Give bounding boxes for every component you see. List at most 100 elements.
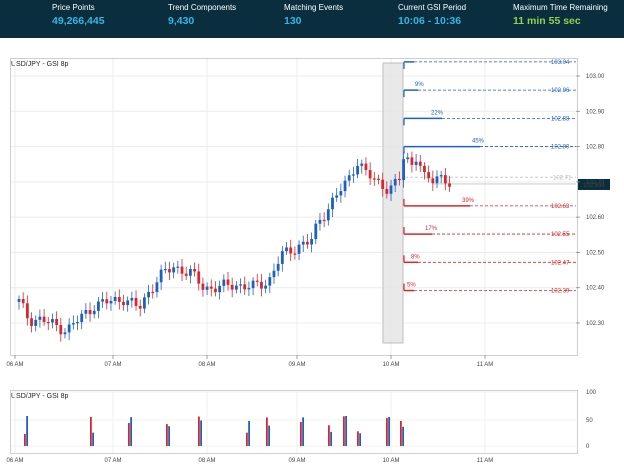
candle-up bbox=[389, 185, 393, 194]
gsi-period-highlight bbox=[382, 62, 404, 344]
candle-up bbox=[155, 282, 159, 292]
x-axis-tick-label: 07 AM bbox=[104, 362, 121, 368]
stat-label: Matching Events bbox=[284, 3, 344, 12]
event-bar-up bbox=[130, 417, 132, 446]
candle-up bbox=[393, 178, 397, 186]
candle-up bbox=[38, 316, 42, 320]
candle-down bbox=[230, 284, 234, 290]
candle-down bbox=[42, 316, 46, 323]
main-chart-panel[interactable] bbox=[10, 58, 578, 356]
up-projection-price: 102.88 bbox=[551, 116, 570, 122]
stat-value: 49,266,445 bbox=[52, 15, 105, 27]
candle-up bbox=[218, 285, 222, 293]
candle-down bbox=[427, 172, 431, 179]
x-axis-tick-label: 06 AM bbox=[6, 362, 23, 368]
sub-x-axis-tick-label: 11 AM bbox=[477, 458, 494, 464]
reference-price-label: 102.71 bbox=[553, 175, 572, 181]
candle-up bbox=[76, 322, 79, 324]
y-axis-tick-label: 103.00 bbox=[586, 74, 605, 80]
stat-trend-components: Trend Components 9,430 bbox=[168, 3, 236, 27]
candle-down bbox=[21, 299, 25, 304]
event-bar-down bbox=[246, 432, 248, 446]
event-bar-down bbox=[343, 416, 345, 446]
event-bar-up bbox=[92, 432, 94, 446]
candle-up bbox=[310, 239, 313, 245]
candle-down bbox=[134, 297, 138, 306]
candle-down bbox=[201, 283, 205, 290]
up-projection-percent: 22% bbox=[431, 110, 444, 116]
down-projection-price: 102.55 bbox=[551, 232, 570, 238]
candle-down bbox=[431, 178, 435, 184]
candle-up bbox=[326, 209, 330, 221]
candle-down bbox=[226, 279, 230, 285]
candle-up bbox=[272, 270, 276, 278]
candle-down bbox=[293, 253, 297, 255]
stat-label: Maximum Time Remaining bbox=[513, 3, 608, 12]
event-histogram-panel[interactable] bbox=[10, 390, 578, 454]
candle-down bbox=[372, 178, 376, 180]
candle-up bbox=[34, 319, 38, 326]
stat-value: 10:06 - 10:36 bbox=[398, 15, 462, 27]
candle-down bbox=[306, 241, 309, 245]
candle-up bbox=[343, 180, 347, 192]
down-projection-percent: 17% bbox=[425, 226, 438, 232]
candle-up bbox=[109, 300, 113, 304]
down-projection-percent: 8% bbox=[411, 254, 420, 260]
stat-label: Trend Components bbox=[168, 3, 237, 12]
candle-up bbox=[147, 291, 150, 298]
sub-x-axis-tick-label: 09 AM bbox=[288, 458, 305, 464]
stat-matching-events: Matching Events 130 bbox=[284, 3, 343, 27]
candle-up bbox=[347, 175, 351, 181]
candle-up bbox=[176, 266, 180, 268]
candle-up bbox=[435, 176, 439, 184]
candle-down bbox=[410, 157, 414, 165]
event-bar-up bbox=[168, 426, 170, 446]
candle-up bbox=[251, 280, 255, 289]
candle-down bbox=[322, 219, 326, 222]
candle-down bbox=[105, 299, 109, 304]
down-projection-price: 102.47 bbox=[551, 260, 570, 266]
candle-down bbox=[260, 281, 263, 289]
candle-up bbox=[71, 323, 75, 325]
candle-down bbox=[30, 318, 33, 326]
down-projection-price: 102.63 bbox=[551, 204, 570, 210]
event-bar-up bbox=[302, 417, 304, 446]
event-bar-down bbox=[386, 418, 388, 446]
candle-up bbox=[318, 219, 322, 224]
candle-up bbox=[188, 269, 192, 276]
up-projection-percent: 45% bbox=[472, 139, 485, 145]
candle-down bbox=[448, 183, 451, 187]
event-bar-up bbox=[402, 426, 404, 446]
down-projection-percent: 5% bbox=[407, 283, 416, 289]
event-bar-up bbox=[359, 433, 361, 446]
y-axis-tick-label: 102.50 bbox=[586, 250, 605, 256]
candle-up bbox=[439, 175, 443, 177]
candle-down bbox=[197, 271, 201, 284]
sub-x-axis-tick-label: 08 AM bbox=[198, 458, 215, 464]
candle-up bbox=[356, 165, 359, 175]
candle-up bbox=[159, 269, 163, 283]
y-axis-tick-label: 102.70 bbox=[586, 180, 605, 186]
candle-up bbox=[414, 161, 418, 165]
candle-up bbox=[297, 244, 301, 254]
stat-value: 9,430 bbox=[168, 15, 195, 27]
candle-up bbox=[84, 310, 88, 314]
event-bar-down bbox=[357, 431, 359, 446]
candle-up bbox=[17, 299, 21, 302]
up-projection-percent: 9% bbox=[415, 82, 424, 88]
candle-up bbox=[143, 297, 146, 309]
sub-panel-title: USD/JPY - GSI 8p bbox=[11, 393, 69, 400]
stat-label: Price Points bbox=[52, 3, 95, 12]
candle-up bbox=[234, 285, 238, 290]
candle-down bbox=[25, 303, 29, 319]
up-projection-price: 102.80 bbox=[551, 145, 570, 151]
event-bar-down bbox=[128, 422, 130, 446]
sub-y-axis-tick-label: 0 bbox=[586, 444, 590, 450]
candle-down bbox=[377, 178, 380, 180]
candle-down bbox=[381, 179, 385, 189]
candle-down bbox=[122, 301, 125, 306]
stat-gsi-period: Current GSI Period 10:06 - 10:36 bbox=[398, 3, 466, 27]
candle-down bbox=[88, 310, 92, 315]
down-projection-price: 102.39 bbox=[551, 289, 570, 295]
candle-down bbox=[364, 163, 368, 171]
